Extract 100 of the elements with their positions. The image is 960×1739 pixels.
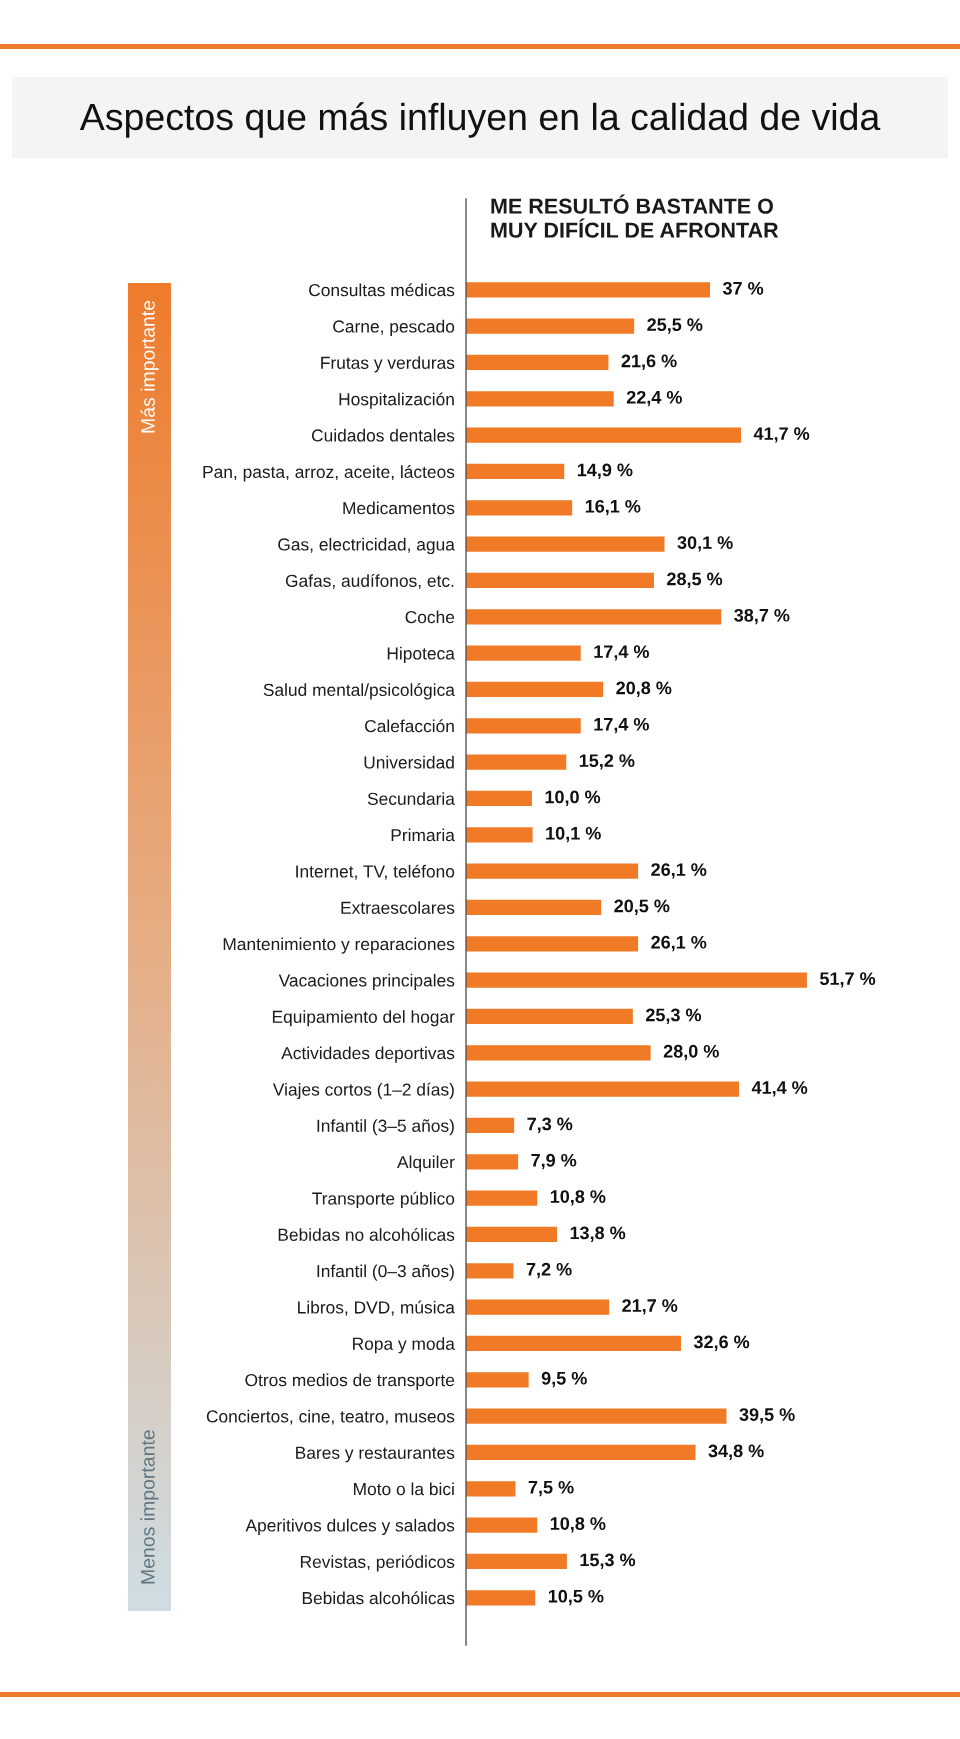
- bar: [466, 754, 567, 770]
- bar: [466, 1299, 610, 1315]
- y-tick-label: Universidad: [364, 755, 454, 769]
- data-label: 10,8 %: [550, 1517, 606, 1533]
- y-tick-label: Salud mental/psicológica: [263, 683, 455, 700]
- data-label: 38,7 %: [734, 608, 790, 625]
- y-tick-label: Alquiler: [397, 1155, 455, 1172]
- bar: [466, 1444, 696, 1461]
- data-label: 25,3 %: [645, 1008, 702, 1024]
- bar: [466, 645, 581, 661]
- y-tick-label: Extraescolares: [341, 901, 455, 914]
- y-tick-label: Aperitivos dulces y salados: [245, 1518, 455, 1535]
- bar: [466, 536, 665, 552]
- y-tick-label: Infantil (3–5 años): [317, 1119, 454, 1136]
- bar: [466, 463, 565, 480]
- data-label: 7,5 %: [528, 1480, 574, 1497]
- data-label: 26,1 %: [651, 935, 707, 952]
- y-tick-label: Calefacción: [365, 719, 454, 733]
- data-label: 41,4 %: [751, 1081, 808, 1097]
- y-tick-label: Frutas y verduras: [321, 356, 455, 373]
- data-label: 15,2 %: [579, 754, 635, 770]
- y-tick-label: Carne, pescado: [333, 319, 455, 337]
- bar: [466, 354, 609, 371]
- data-label: 39,5 %: [739, 1408, 795, 1424]
- y-tick-label: Libros, DVD, música: [298, 1300, 455, 1316]
- data-label: 15,3 %: [580, 1553, 636, 1569]
- data-label: 28,0 %: [663, 1044, 719, 1061]
- data-label: 34,8 %: [708, 1444, 764, 1460]
- y-tick-label: Coche: [405, 610, 455, 624]
- data-label: 17,4 %: [594, 717, 649, 734]
- y-tick-label: Gas, electricidad, agua: [278, 537, 455, 555]
- data-label: 51,7 %: [820, 972, 876, 988]
- y-tick-label: Gafas, audífonos, etc.: [285, 573, 454, 589]
- data-label: 16,1 %: [585, 499, 641, 516]
- y-tick-label: Internet, TV, teléfono: [296, 864, 455, 880]
- bar: [466, 572, 654, 589]
- y-tick-label: Viajes cortos (1–2 días): [272, 1082, 454, 1100]
- data-label: 20,5 %: [614, 899, 670, 915]
- bar: [466, 1045, 651, 1061]
- bar: [466, 681, 604, 698]
- data-label: 10,8 %: [550, 1190, 606, 1206]
- y-tick-label: Otros medios de transporte: [245, 1373, 455, 1390]
- y-tick-label: Mantenimiento y reparaciones: [223, 937, 455, 954]
- data-label: 32,6 %: [693, 1335, 750, 1351]
- bar: [466, 1590, 536, 1606]
- bar: [466, 863, 639, 879]
- data-label: 41,7 %: [753, 427, 810, 443]
- bar: [466, 1081, 740, 1097]
- data-label: 26,1 %: [651, 863, 707, 879]
- chart-subtitle: ME RESULTÓ BASTANTE O MUY DIFÍCIL DE AFRONTAR: [491, 194, 779, 238]
- y-tick-label: Moto o la bici: [354, 1482, 454, 1496]
- bar: [466, 1154, 519, 1170]
- bar: [466, 1263, 514, 1279]
- bar: [466, 1553, 567, 1570]
- data-label: 7,3 %: [527, 1117, 573, 1133]
- chart-title: Aspectos que más influyen en la calidad de vida: [79, 102, 881, 138]
- bar: [466, 1008, 633, 1025]
- y-tick-label: Ropa y moda: [353, 1337, 455, 1354]
- bar: [466, 500, 573, 516]
- data-label: 10,0 %: [545, 790, 601, 806]
- y-tick-label: Bares y restaurantes: [296, 1446, 455, 1463]
- data-label: 10,1 %: [546, 826, 601, 843]
- text: Menos importante: [140, 1430, 159, 1584]
- data-label: 13,8 %: [570, 1226, 626, 1242]
- data-label: 20,8 %: [616, 681, 672, 697]
- data-label: 25,5 %: [647, 318, 703, 334]
- bar: [466, 899, 602, 916]
- data-label: 17,4 %: [594, 645, 649, 661]
- bar: [466, 1481, 516, 1497]
- data-label: 30,1 %: [677, 536, 733, 552]
- y-tick-label: Medicamentos: [343, 501, 455, 515]
- bar: [466, 391, 614, 407]
- y-tick-label: Secundaria: [367, 792, 455, 805]
- y-tick-label: Cuidados dentales: [311, 428, 455, 442]
- data-label: 14,9 %: [577, 463, 633, 479]
- y-tick-label: Transporte público: [312, 1191, 455, 1209]
- y-tick-label: Actividades deportivas: [281, 1046, 455, 1063]
- data-label: 37 %: [722, 281, 764, 295]
- data-label: 21,6 %: [621, 354, 677, 370]
- data-label: 21,7 %: [622, 1299, 678, 1315]
- y-tick-label: Hipoteca: [387, 646, 455, 664]
- bar: [466, 282, 711, 298]
- bar: [466, 1117, 515, 1134]
- bar: [466, 936, 639, 952]
- data-label: 7,2 %: [526, 1262, 572, 1279]
- y-tick-label: Infantil (0–3 años): [317, 1264, 454, 1281]
- text: Más importante: [140, 300, 159, 433]
- bar: [466, 827, 533, 843]
- data-label: 10,5 %: [548, 1589, 604, 1606]
- bar: [466, 972, 807, 988]
- bar: [466, 1226, 558, 1243]
- y-tick-label: Bebidas alcohólicas: [302, 1591, 455, 1605]
- bar: [466, 790, 532, 807]
- y-tick-label: Primaria: [391, 828, 455, 842]
- data-label: 22,4 %: [626, 390, 682, 407]
- bar: [466, 1408, 727, 1424]
- data-label: 9,5 %: [541, 1371, 587, 1388]
- bar: [466, 318, 635, 334]
- y-tick-label: Equipamiento del hogar: [272, 1010, 455, 1027]
- bar: [466, 427, 741, 443]
